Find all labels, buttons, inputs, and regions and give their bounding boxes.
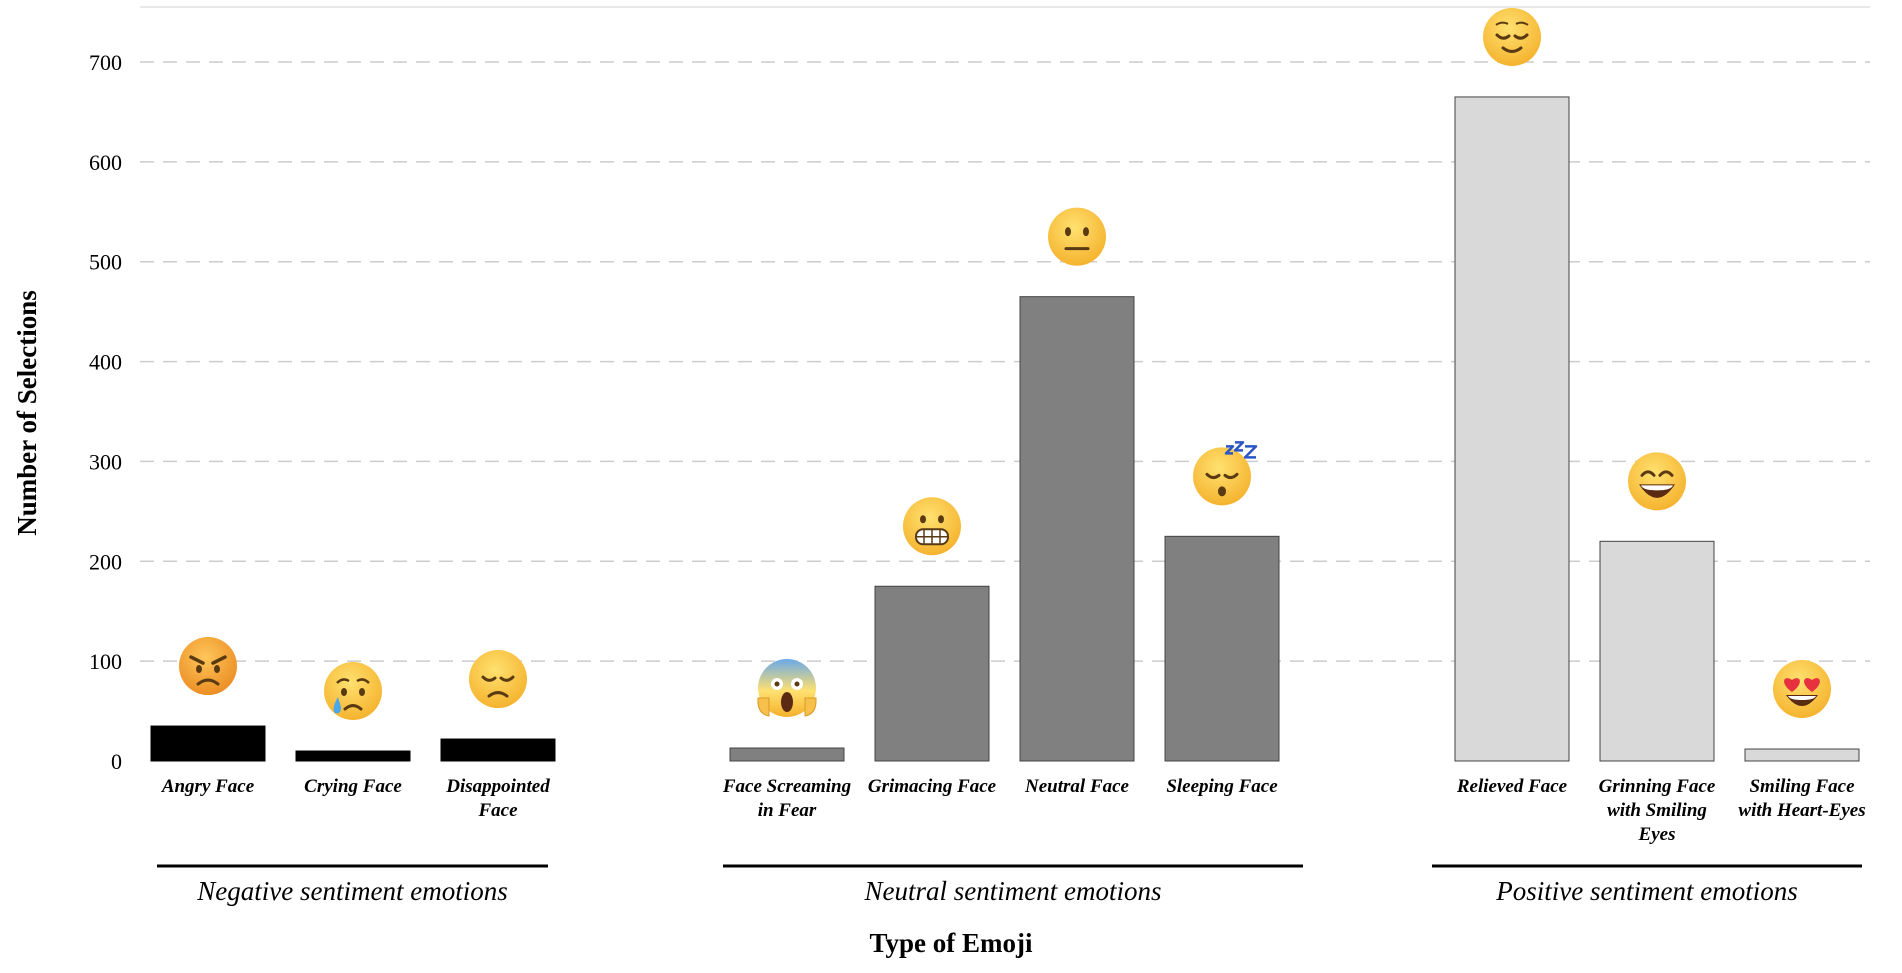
category-label: Angry Face	[161, 776, 255, 797]
category-label: with Heart-Eyes	[1738, 800, 1865, 821]
relieved-face-icon	[1483, 7, 1541, 66]
group-label: Negative sentiment emotions	[196, 876, 507, 906]
gridlines	[140, 6, 1870, 662]
category-label: Disappointed	[445, 776, 550, 797]
bar-disappointed	[440, 738, 556, 762]
disappointed-face-icon	[469, 650, 527, 709]
y-tick-label: 500	[89, 250, 122, 275]
screaming-face-icon	[757, 659, 817, 718]
y-tick-label: 600	[89, 150, 122, 175]
bar-crying	[295, 750, 411, 762]
category-labels: Angry Face Crying Face Disappointed Face Fac…	[161, 776, 1866, 845]
bar-relieved	[1454, 96, 1570, 762]
bar-grimacing	[874, 585, 990, 762]
bar-heart-eyes	[1744, 748, 1860, 762]
bar-sleeping	[1164, 535, 1280, 762]
category-label: Crying Face	[304, 776, 402, 797]
group-label: Neutral sentiment emotions	[864, 876, 1162, 906]
category-label: in Fear	[758, 800, 817, 821]
category-label: Smiling Face	[1749, 776, 1855, 797]
bar-angry	[150, 725, 266, 762]
category-label: Grimacing Face	[868, 776, 997, 797]
crying-face-icon	[324, 662, 382, 721]
y-tick-label: 700	[89, 50, 122, 75]
group-labels: Negative sentiment emotions Neutral senti…	[157, 864, 1862, 906]
sleeping-face-icon	[1193, 441, 1258, 506]
category-label: Grinning Face	[1599, 776, 1716, 797]
grinning-face-icon	[1628, 452, 1686, 511]
neutral-face-icon	[1048, 207, 1106, 266]
y-tick-label: 200	[89, 549, 122, 574]
grimacing-face-icon	[903, 497, 961, 556]
y-axis-ticks: 0 100 200 300 400 500 600 700	[89, 50, 122, 774]
emoji-markers	[179, 7, 1831, 721]
bar-screaming	[729, 747, 845, 762]
bar-neutral	[1019, 296, 1135, 762]
bars	[150, 96, 1860, 762]
heart-eyes-face-icon	[1773, 660, 1831, 719]
y-tick-label: 400	[89, 350, 122, 375]
y-tick-label: 0	[111, 749, 122, 774]
category-label: Face Screaming	[722, 776, 851, 797]
category-label: Neutral Face	[1024, 776, 1130, 797]
group-label: Positive sentiment emotions	[1495, 876, 1797, 906]
category-label: Eyes	[1638, 824, 1676, 845]
y-tick-label: 300	[89, 449, 122, 474]
x-axis-title: Type of Emoji	[870, 928, 1033, 958]
category-label: Sleeping Face	[1166, 776, 1278, 797]
category-label: Relieved Face	[1456, 776, 1568, 797]
y-tick-label: 100	[89, 649, 122, 674]
category-label: Face	[477, 800, 518, 821]
y-axis-title: Number of Selections	[12, 290, 42, 535]
bar-grinning	[1599, 540, 1715, 762]
angry-face-icon	[179, 637, 237, 696]
category-label: with Smiling	[1607, 800, 1707, 821]
